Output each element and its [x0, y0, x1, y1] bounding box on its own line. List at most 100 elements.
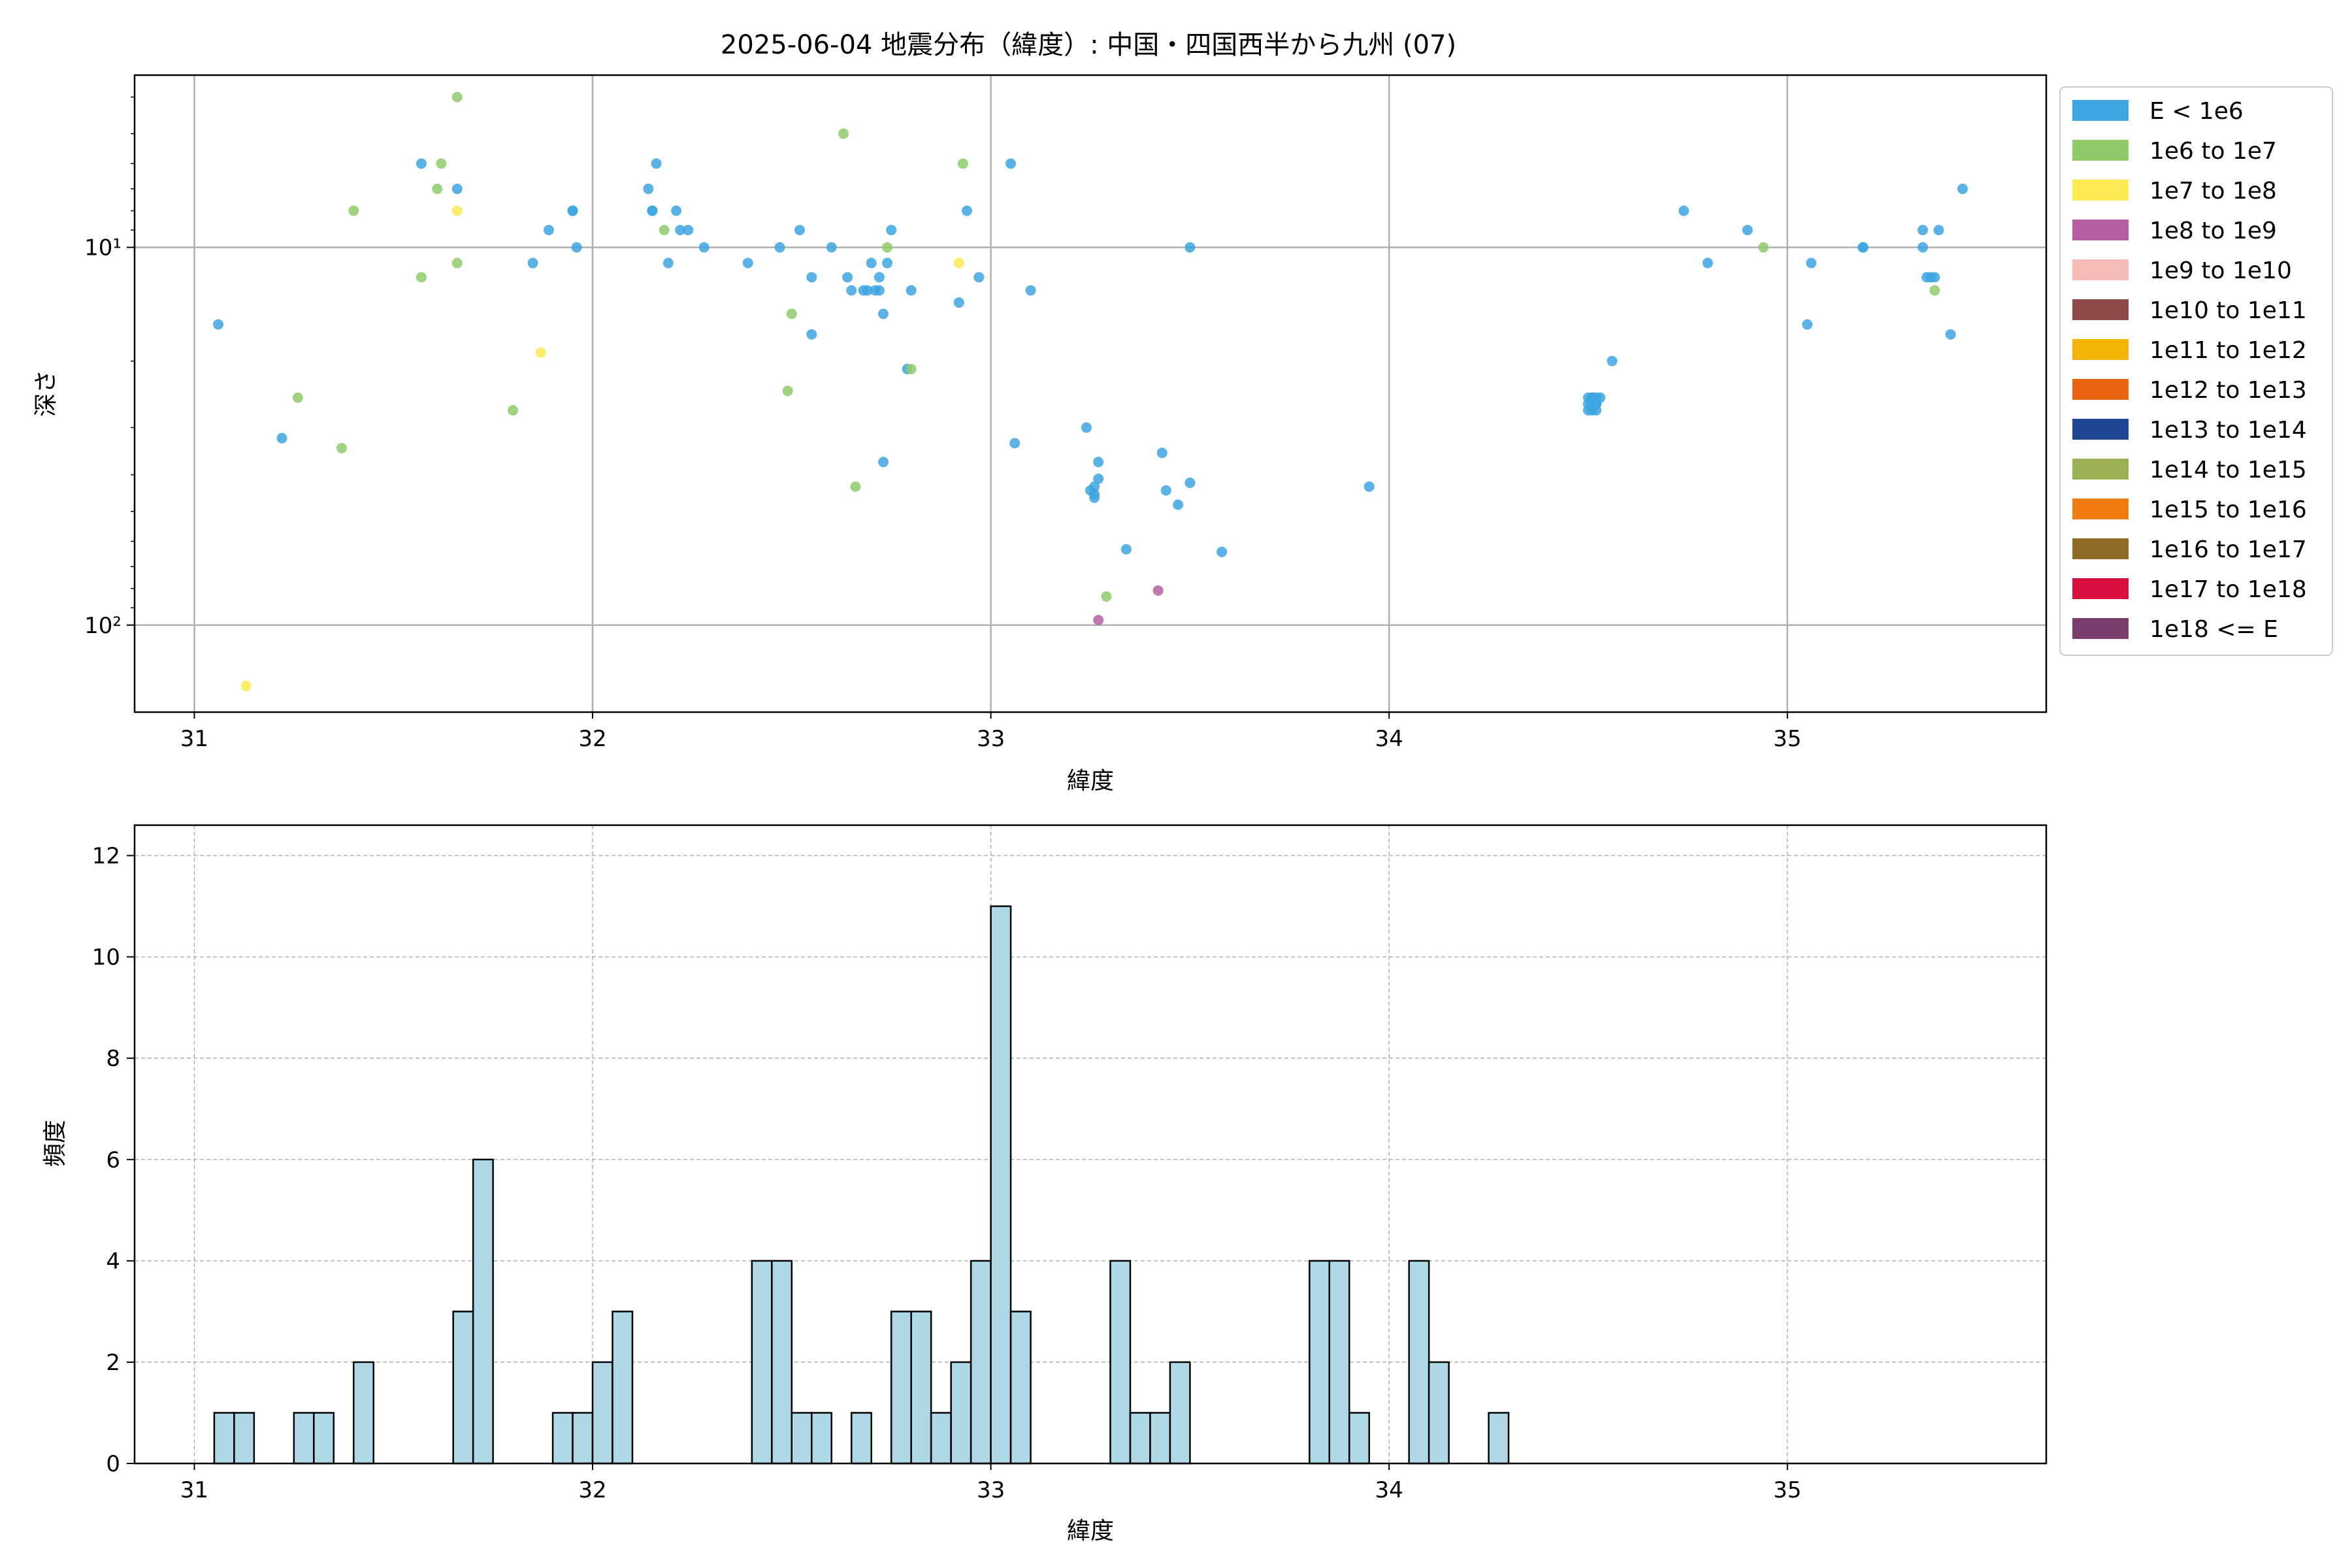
- histogram-bar: [213, 1412, 235, 1465]
- histogram-bar: [591, 1361, 613, 1465]
- scatter-point: [786, 308, 797, 319]
- histogram-panel: 31 32 33 34 35 0 2 4 6 8 10 12 緯度 頻度: [42, 824, 2048, 1544]
- legend-swatch: [2072, 299, 2129, 320]
- scatter-point: [292, 392, 303, 403]
- scatter-point: [647, 205, 658, 216]
- scatter-point: [782, 385, 793, 397]
- legend-label: 1e14 to 1e15: [2149, 457, 2307, 483]
- histogram-y-tick-label: 10: [92, 945, 120, 971]
- legend-label: 1e15 to 1e16: [2149, 497, 2307, 523]
- scatter-point: [1173, 499, 1184, 510]
- scatter-point: [527, 257, 538, 269]
- legend-swatch: [2072, 140, 2129, 161]
- legend-swatch: [2072, 220, 2129, 240]
- histogram-y-tick-label: 6: [106, 1147, 120, 1173]
- legend-label: 1e7 to 1e8: [2149, 178, 2277, 204]
- scatter-point: [643, 184, 654, 195]
- scatter-point: [874, 285, 885, 296]
- scatter-point: [1918, 225, 1929, 236]
- scatter-point: [953, 297, 964, 308]
- histogram-y-tick-label: 12: [92, 843, 120, 870]
- histogram-bar: [1309, 1260, 1331, 1465]
- histogram-bar: [1328, 1260, 1350, 1465]
- histogram-y-tick-label: 2: [106, 1350, 120, 1376]
- histogram-bar: [970, 1260, 992, 1465]
- legend-label: 1e9 to 1e10: [2149, 257, 2292, 284]
- scatter-point: [698, 242, 710, 253]
- histogram-bar: [1109, 1260, 1132, 1465]
- scatter-point: [1156, 448, 1168, 459]
- histogram-axes-frame: [133, 824, 2048, 1465]
- scatter-point: [651, 158, 662, 169]
- scatter-point: [1945, 329, 1956, 340]
- histogram-bar: [1169, 1361, 1191, 1465]
- scatter-point: [957, 158, 968, 169]
- histogram-x-axis-label: 緯度: [1067, 1518, 1114, 1544]
- scatter-point: [436, 158, 447, 169]
- histogram-bar: [751, 1260, 773, 1465]
- legend-swatch: [2072, 180, 2129, 201]
- scatter-point: [973, 272, 985, 283]
- legend-label: 1e12 to 1e13: [2149, 377, 2307, 404]
- scatter-point: [1742, 225, 1753, 236]
- legend: E < 1e6 1e6 to 1e7 1e7 to 1e8 1e8 to 1e9 1e9…: [2059, 86, 2333, 656]
- scatter-point: [906, 285, 917, 296]
- scatter-point: [416, 272, 427, 283]
- scatter-point: [662, 257, 674, 269]
- scatter-point: [451, 91, 463, 103]
- scatter-point: [451, 184, 463, 195]
- scatter-point: [1217, 546, 1228, 557]
- scatter-point: [1184, 242, 1196, 253]
- histogram-bar: [472, 1158, 494, 1465]
- scatter-point: [336, 442, 347, 453]
- histogram-bar: [293, 1412, 315, 1465]
- scatter-point: [838, 128, 849, 139]
- scatter-point: [1160, 485, 1171, 496]
- scatter-point: [1025, 285, 1036, 296]
- legend-swatch: [2072, 419, 2129, 440]
- legend-swatch: [2072, 578, 2129, 599]
- scatter-point: [675, 225, 686, 236]
- histogram-bar: [313, 1412, 335, 1465]
- scatter-y-tick-label: 10²: [84, 613, 122, 639]
- scatter-point: [906, 363, 917, 374]
- legend-label: 1e11 to 1e12: [2149, 337, 2307, 364]
- histogram-bar: [551, 1412, 574, 1465]
- histogram-bar: [811, 1412, 833, 1465]
- scatter-points: [213, 91, 1968, 692]
- scatter-point: [882, 257, 893, 269]
- histogram-grid: [135, 825, 2046, 1464]
- scatter-point: [1364, 481, 1375, 492]
- scatter-point: [1929, 285, 1940, 296]
- scatter-point: [866, 257, 877, 269]
- legend-swatch: [2072, 100, 2129, 121]
- scatter-x-tick-label: 33: [977, 726, 1005, 752]
- scatter-point: [742, 257, 753, 269]
- scatter-point: [659, 225, 670, 236]
- histogram-x-tick-label: 35: [1773, 1477, 1801, 1503]
- histogram-bar: [950, 1361, 972, 1465]
- scatter-point: [1591, 392, 1602, 403]
- scatter-point: [806, 272, 817, 283]
- histogram-x-tick-label: 33: [977, 1477, 1005, 1503]
- histogram-ticks: 31 32 33 34 35 0 2 4 6 8 10 12: [92, 843, 1802, 1503]
- scatter-point: [432, 184, 443, 195]
- scatter-point: [1607, 355, 1618, 367]
- legend-label: 1e13 to 1e14: [2149, 417, 2307, 444]
- histogram-bar: [572, 1412, 594, 1465]
- scatter-point: [1009, 438, 1021, 449]
- histogram-x-tick-label: 32: [578, 1477, 606, 1503]
- scatter-point: [1758, 242, 1769, 253]
- legend-label: 1e17 to 1e18: [2149, 576, 2307, 603]
- scatter-y-tick-label: 10¹: [84, 235, 122, 261]
- scatter-x-axis-label: 緯度: [1067, 768, 1114, 794]
- scatter-point: [1918, 242, 1929, 253]
- scatter-point: [1081, 422, 1092, 433]
- histogram-y-tick-label: 4: [106, 1249, 120, 1275]
- legend-swatch: [2072, 459, 2129, 480]
- histogram-bar: [791, 1412, 813, 1465]
- scatter-x-tick-label: 34: [1375, 726, 1403, 752]
- scatter-point: [1702, 257, 1713, 269]
- scatter-point: [1152, 585, 1164, 596]
